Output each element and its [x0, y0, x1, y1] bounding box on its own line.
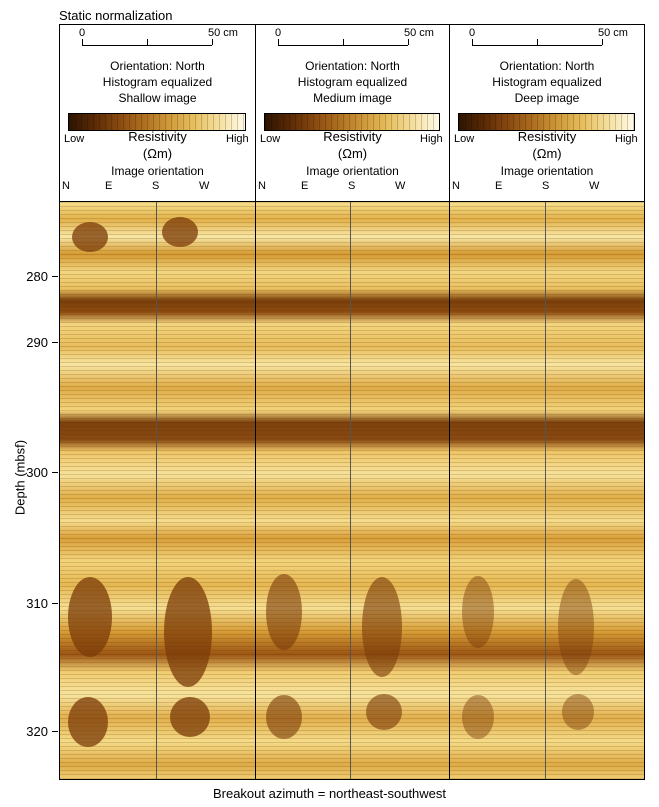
depth-tick-mark: [52, 276, 58, 277]
resistivity-texture: [450, 202, 644, 779]
dir-n: N: [452, 180, 460, 192]
scale-tick: [147, 39, 148, 45]
dir-e: E: [105, 180, 113, 192]
orientation-text: Orientation: North: [499, 59, 595, 73]
resistivity-colorbar: [68, 113, 246, 131]
deep-image-panel: 0 50 cm Orientation: North Histogram equ…: [449, 24, 645, 780]
dir-s: S: [348, 180, 356, 192]
image-orientation-label: Image orientation: [500, 164, 594, 178]
scale-start: 0: [469, 27, 476, 39]
scale-start: 0: [275, 27, 282, 39]
scale-tick: [408, 39, 409, 45]
dir-n: N: [62, 180, 70, 192]
resistivity-unit: (Ωm): [337, 146, 368, 161]
resistivity-image: [256, 201, 449, 779]
depth-tick-310: 310: [26, 596, 48, 611]
resistivity-label: Resistivity: [323, 129, 382, 144]
resistivity-image: [450, 201, 644, 779]
depth-tick-mark: [52, 472, 58, 473]
colorbar-low-label: Low: [260, 133, 281, 145]
image-type-text: Medium image: [313, 91, 392, 105]
image-orientation-label: Image orientation: [306, 164, 399, 178]
dir-n: N: [258, 180, 266, 192]
resistivity-texture: [60, 202, 255, 779]
colorbar-low-label: Low: [64, 133, 85, 145]
depth-tick-mark: [52, 731, 58, 732]
image-type-text: Shallow image: [118, 91, 197, 105]
scale-end: 50 cm: [208, 27, 238, 39]
orientation-text: Orientation: North: [305, 59, 400, 73]
colorbar-high-label: High: [615, 133, 638, 145]
colorbar-low-label: Low: [454, 133, 475, 145]
depth-tick-280: 280: [26, 269, 48, 284]
shallow-image-panel: 0 50 cm Orientation: North Histogram equ…: [59, 24, 256, 780]
scale-tick: [472, 39, 473, 45]
colorbar-high-label: High: [226, 133, 249, 145]
dir-e: E: [301, 180, 309, 192]
dir-e: E: [495, 180, 503, 192]
depth-tick-300: 300: [26, 465, 48, 480]
dir-w: W: [199, 180, 210, 192]
scale-end: 50 cm: [598, 27, 628, 39]
medium-image-panel: 0 50 cm Orientation: North Histogram equ…: [255, 24, 450, 780]
south-orientation-line: [350, 202, 351, 779]
dir-s: S: [542, 180, 550, 192]
equalization-text: Histogram equalized: [492, 75, 602, 89]
resistivity-image: [60, 201, 255, 779]
orientation-text: Orientation: North: [110, 59, 205, 73]
panel-header: 0 50 cm Orientation: North Histogram equ…: [450, 25, 644, 201]
scale-bar: [278, 45, 408, 46]
scale-tick: [343, 39, 344, 45]
scale-tick: [278, 39, 279, 45]
resistivity-colorbar: [264, 113, 440, 131]
breakout-azimuth-caption: Breakout azimuth = northeast-southwest: [212, 786, 447, 801]
dir-w: W: [395, 180, 406, 192]
scale-bar: [82, 45, 212, 46]
panel-header: 0 50 cm Orientation: North Histogram equ…: [60, 25, 255, 201]
scale-tick: [212, 39, 213, 45]
resistivity-unit: (Ωm): [532, 146, 562, 161]
south-orientation-line: [156, 202, 157, 779]
resistivity-label: Resistivity: [128, 129, 187, 144]
scale-start: 0: [79, 27, 86, 39]
scale-tick: [602, 39, 603, 45]
scale-tick: [82, 39, 83, 45]
image-orientation-label: Image orientation: [111, 164, 204, 178]
resistivity-texture: [256, 202, 449, 779]
dir-s: S: [152, 180, 160, 192]
depth-tick-290: 290: [26, 335, 48, 350]
panel-header: 0 50 cm Orientation: North Histogram equ…: [256, 25, 449, 201]
south-orientation-line: [545, 202, 546, 779]
resistivity-label: Resistivity: [517, 129, 577, 144]
image-type-text: Deep image: [514, 91, 580, 105]
figure-title: Static normalization: [59, 8, 173, 23]
colorbar-high-label: High: [420, 133, 443, 145]
scale-end: 50 cm: [404, 27, 434, 39]
resistivity-unit: (Ωm): [142, 146, 173, 161]
equalization-text: Histogram equalized: [102, 75, 213, 89]
scale-tick: [537, 39, 538, 45]
depth-tick-mark: [52, 342, 58, 343]
dir-w: W: [589, 180, 600, 192]
resistivity-colorbar: [458, 113, 635, 131]
depth-tick-320: 320: [26, 724, 48, 739]
equalization-text: Histogram equalized: [297, 75, 408, 89]
scale-bar: [472, 45, 602, 46]
depth-tick-mark: [52, 603, 58, 604]
